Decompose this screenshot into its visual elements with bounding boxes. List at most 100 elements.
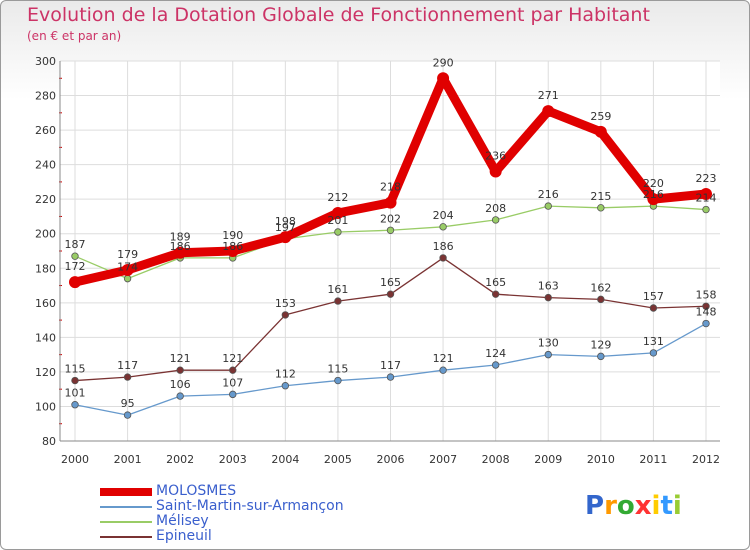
- data-point: [597, 352, 605, 361]
- data-label: 259: [590, 110, 611, 123]
- data-label: 121: [433, 352, 454, 365]
- data-point: [69, 276, 81, 289]
- data-label: 172: [65, 260, 86, 273]
- data-point: [176, 366, 184, 374]
- proxiti-logo: Proxiti: [585, 491, 682, 521]
- data-point: [386, 290, 395, 298]
- x-tick-label: 2004: [271, 453, 299, 466]
- data-label: 212: [327, 191, 348, 204]
- data-point: [123, 274, 132, 283]
- y-tick-label: 220: [35, 193, 56, 206]
- y-tick-label: 200: [35, 228, 56, 241]
- x-tick-label: 2001: [114, 453, 142, 466]
- data-point: [594, 125, 607, 138]
- data-label: 124: [485, 347, 506, 360]
- y-tick-label: 100: [35, 400, 56, 413]
- data-point: [649, 349, 658, 357]
- data-label: 179: [117, 248, 138, 261]
- data-point: [544, 202, 552, 210]
- data-label: 190: [222, 229, 243, 242]
- data-point: [331, 207, 344, 219]
- x-tick-label: 2007: [429, 453, 457, 466]
- data-point: [491, 361, 500, 369]
- data-label: 95: [121, 397, 135, 410]
- data-point: [439, 366, 447, 374]
- data-point: [544, 293, 552, 302]
- data-point: [226, 245, 239, 257]
- data-point: [334, 376, 342, 385]
- data-label: 271: [538, 89, 559, 102]
- data-point: [281, 311, 290, 319]
- y-tick-label: 120: [35, 366, 56, 379]
- y-tick-label: 180: [35, 262, 56, 275]
- data-label: 197: [275, 221, 296, 234]
- data-point: [702, 302, 710, 310]
- data-label: 112: [275, 368, 296, 381]
- data-point: [229, 366, 237, 374]
- data-point: [439, 254, 447, 262]
- data-label: 129: [590, 338, 611, 351]
- y-tick-label: 260: [35, 124, 56, 137]
- data-label: 187: [65, 238, 86, 251]
- data-label: 117: [380, 359, 401, 372]
- data-label: 106: [170, 378, 191, 391]
- data-label: 215: [590, 190, 611, 203]
- legend-label: Mélisey: [156, 513, 209, 529]
- data-label: 189: [170, 231, 191, 244]
- data-label: 162: [590, 281, 611, 294]
- data-label: 198: [275, 215, 296, 228]
- data-point: [700, 188, 712, 200]
- data-point: [489, 165, 502, 178]
- data-label: 130: [538, 337, 559, 350]
- data-label: 216: [643, 188, 664, 201]
- data-label: 148: [696, 306, 717, 319]
- data-label: 115: [327, 363, 348, 376]
- data-point: [384, 196, 397, 209]
- data-point: [334, 228, 342, 236]
- x-tick-label: 2006: [377, 453, 405, 466]
- y-tick-label: 240: [35, 159, 56, 172]
- data-point: [334, 297, 342, 305]
- data-point: [281, 382, 290, 390]
- data-point: [491, 216, 500, 224]
- x-tick-label: 2010: [587, 453, 615, 466]
- data-label: 290: [433, 56, 454, 69]
- data-label: 158: [696, 288, 717, 301]
- data-point: [597, 295, 605, 304]
- data-label: 163: [538, 280, 559, 293]
- data-point: [439, 223, 447, 231]
- x-tick-label: 2012: [692, 453, 720, 466]
- data-label: 165: [485, 276, 506, 289]
- data-label: 101: [65, 387, 86, 400]
- legend-label: Epineuil: [156, 528, 212, 544]
- data-label: 214: [696, 192, 717, 205]
- data-point: [123, 411, 132, 419]
- data-label: 186: [222, 240, 243, 253]
- data-label: 186: [170, 240, 191, 253]
- chart-title: Evolution de la Dotation Globale de Fonc…: [27, 4, 650, 26]
- legend-label: MOLOSMES: [156, 483, 237, 499]
- data-point: [121, 264, 134, 276]
- data-label: 186: [433, 240, 454, 253]
- data-label: 131: [643, 335, 664, 348]
- x-tick-label: 2000: [61, 453, 89, 466]
- data-label: 202: [380, 212, 401, 225]
- data-label: 174: [117, 261, 138, 274]
- x-tick-label: 2003: [219, 453, 247, 466]
- data-point: [386, 373, 395, 381]
- y-tick-label: 160: [35, 297, 56, 310]
- data-label: 117: [117, 359, 138, 372]
- y-tick-label: 300: [35, 55, 56, 68]
- y-tick-label: 140: [35, 331, 56, 344]
- data-point: [597, 204, 605, 212]
- data-label: 165: [380, 276, 401, 289]
- data-label: 216: [538, 188, 559, 201]
- data-label: 201: [327, 214, 348, 227]
- data-point: [176, 392, 184, 400]
- data-label: 107: [222, 376, 243, 389]
- data-point: [279, 231, 292, 244]
- data-label: 223: [696, 172, 717, 185]
- chart-subtitle: (en € et par an): [27, 29, 122, 43]
- data-label: 218: [380, 181, 401, 194]
